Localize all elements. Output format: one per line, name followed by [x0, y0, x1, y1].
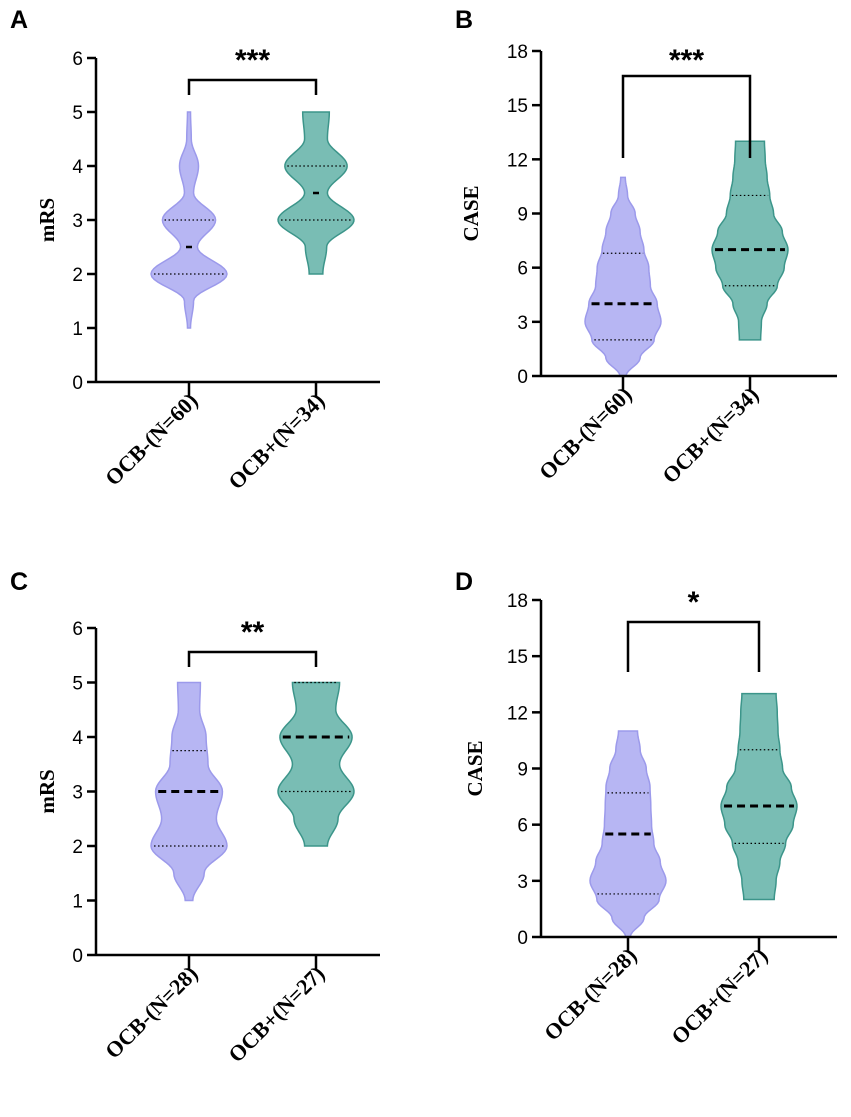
y-tick-label: 2	[72, 837, 83, 858]
significance-bracket	[621, 74, 752, 158]
x-category-label: OCB+(N=27)	[666, 943, 772, 1049]
y-tick-label: 1	[72, 892, 83, 913]
panel-letter: A	[10, 6, 28, 34]
y-tick-label: 6	[72, 619, 83, 640]
y-tick-label: 0	[517, 367, 528, 388]
y-tick-label: 9	[517, 205, 528, 226]
panel-a: A 0 1 2 3 4 5 6 mRS OCB-(N=60) OCB+(N=34) ***	[10, 6, 380, 494]
y-tick-label: 0	[72, 373, 83, 394]
y-tick-label: 15	[507, 647, 528, 668]
y-tick-label: 0	[72, 946, 83, 967]
y-tick-label: 1	[72, 319, 83, 340]
violin-ocb-positive	[711, 140, 789, 341]
x-category-label: OCB-(N=28)	[100, 961, 203, 1064]
significance-label: **	[241, 616, 265, 649]
y-tick-label: 18	[507, 42, 528, 63]
y-tick-label: 3	[517, 872, 528, 893]
y-tick-label: 5	[72, 103, 83, 124]
y-axis-title: CASE	[463, 740, 487, 796]
y-axis-title: mRS	[35, 769, 59, 813]
y-axis-title: CASE	[459, 185, 483, 241]
panel-d: D 0 3 6 9 12 15 18 CASE OCB-(N=28) OCB+(N=27) *	[455, 568, 837, 1049]
significance-label: *	[688, 586, 700, 619]
y-tick-label: 3	[72, 783, 83, 804]
x-category-label: OCB-(N=60)	[100, 388, 203, 491]
y-tick-label: 4	[72, 728, 83, 749]
panel-b: B 0 3 6 9 12 15 18 CASE OCB-(N=60) OCB+(N=34) ***	[455, 6, 837, 488]
y-tick-label: 6	[517, 816, 528, 837]
panel-c: C 0 1 2 3 4 5 6 mRS OCB-(N=28) OCB+(N=27) **	[10, 568, 380, 1067]
significance-bracket	[626, 620, 761, 672]
y-tick-label: 9	[517, 760, 528, 781]
panel-letter: D	[455, 568, 473, 596]
violin-ocb-positive	[720, 692, 798, 901]
y-tick-label: 3	[517, 313, 528, 334]
y-tick-label: 0	[517, 928, 528, 949]
y-tick-label: 12	[507, 703, 528, 724]
y-tick-label: 2	[72, 265, 83, 286]
panel-letter: C	[10, 568, 28, 596]
y-tick-label: 18	[507, 591, 528, 612]
violin-ocb-negative	[589, 730, 667, 938]
y-tick-label: 4	[72, 157, 83, 178]
y-tick-label: 6	[72, 49, 83, 70]
x-category-label: OCB-(N=60)	[534, 382, 637, 485]
y-tick-label: 6	[517, 259, 528, 280]
significance-bracket	[187, 650, 318, 667]
significance-label: ***	[669, 44, 704, 77]
violin-ocb-positive	[277, 681, 355, 847]
violin-ocb-negative	[584, 176, 662, 377]
y-tick-label: 3	[72, 211, 83, 232]
significance-bracket	[187, 78, 318, 95]
y-axis-title: mRS	[35, 198, 59, 242]
y-tick-label: 15	[507, 96, 528, 117]
y-tick-label: 12	[507, 150, 528, 171]
x-category-label: OCB+(N=34)	[223, 388, 329, 494]
x-category-label: OCB-(N=28)	[539, 943, 642, 1046]
significance-label: ***	[235, 44, 270, 77]
panel-letter: B	[455, 6, 473, 34]
x-category-label: OCB+(N=34)	[657, 382, 763, 488]
y-tick-label: 5	[72, 674, 83, 695]
x-category-label: OCB+(N=27)	[223, 961, 329, 1067]
